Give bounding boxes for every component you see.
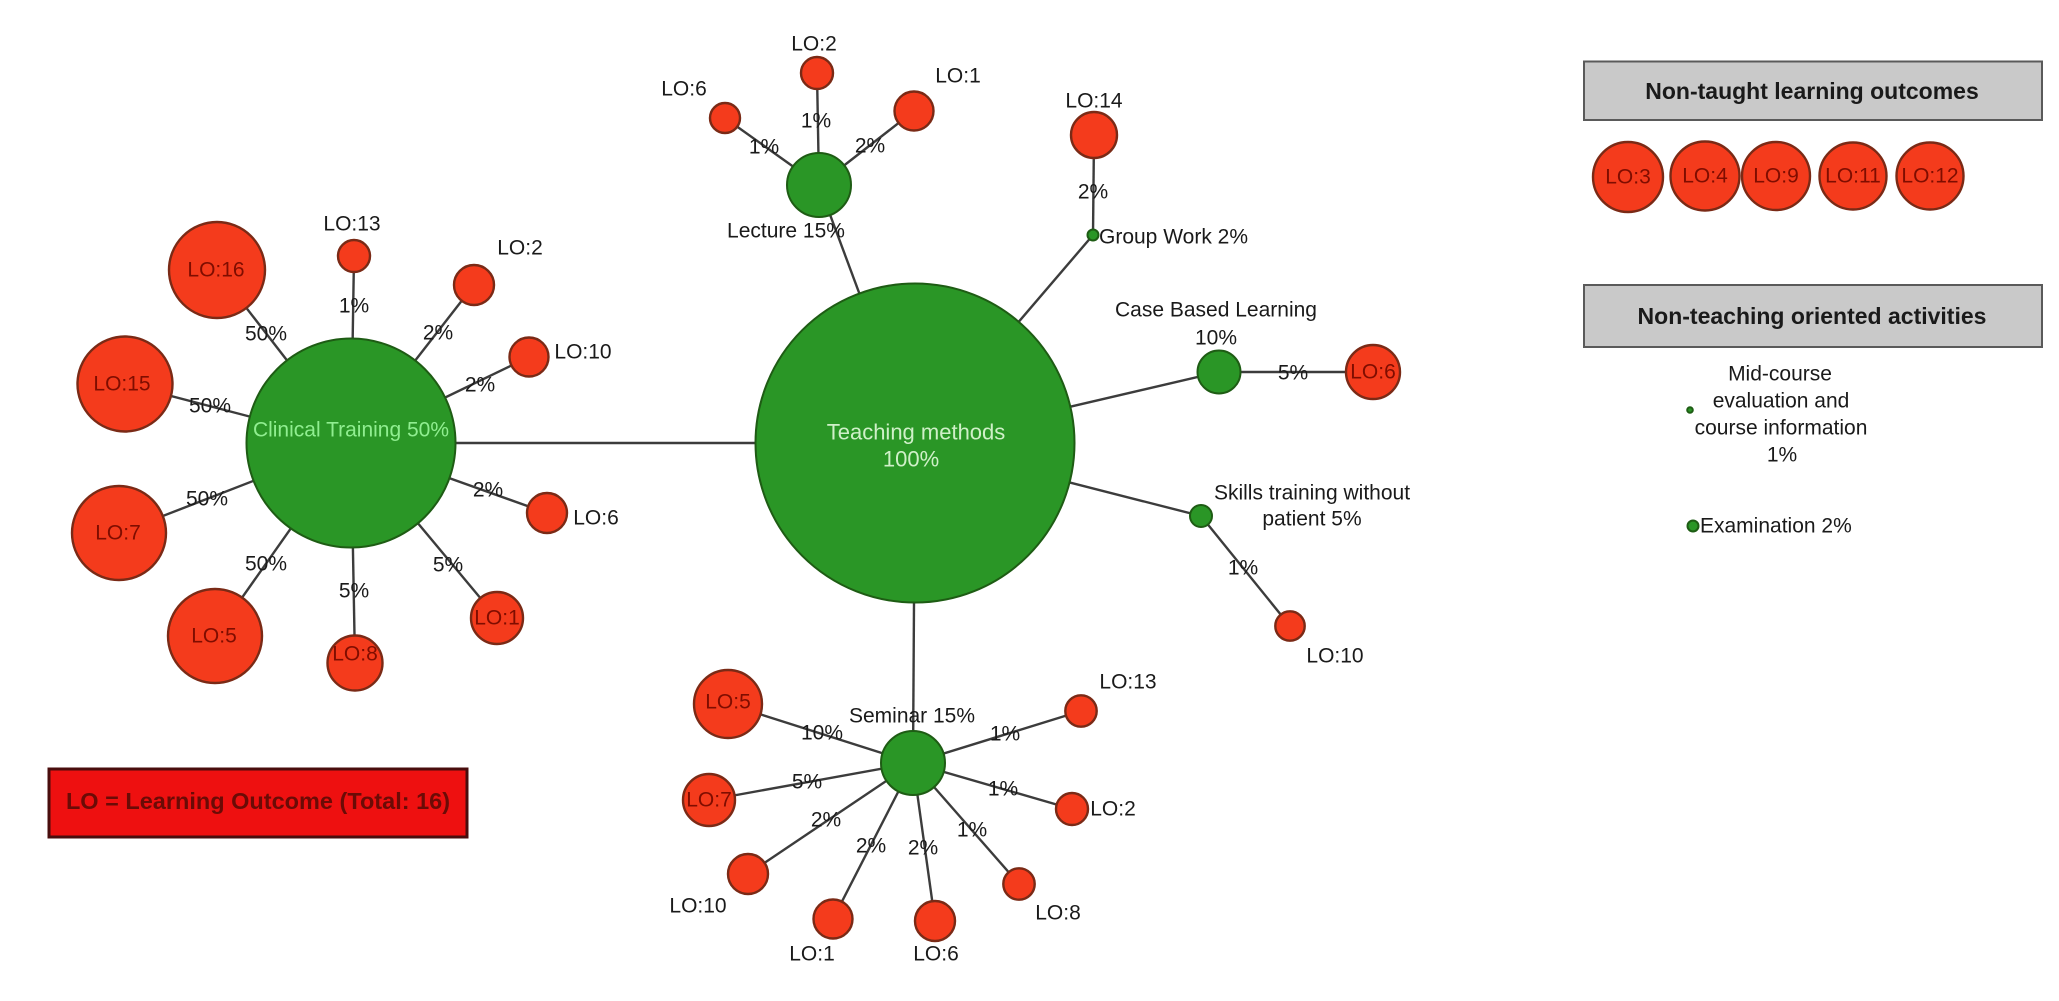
svg-text:2%: 2%: [855, 135, 885, 158]
svg-text:Seminar 15%: Seminar 15%: [849, 705, 975, 728]
svg-text:LO:1: LO:1: [474, 607, 520, 630]
svg-text:5%: 5%: [1278, 362, 1308, 385]
svg-text:LO:10: LO:10: [1306, 645, 1363, 668]
svg-text:LO:5: LO:5: [705, 691, 751, 714]
svg-text:LO:9: LO:9: [1753, 165, 1799, 188]
svg-text:LO:10: LO:10: [554, 341, 611, 364]
svg-text:Teaching methods: Teaching methods: [827, 420, 1006, 445]
svg-text:Case Based Learning: Case Based Learning: [1115, 299, 1317, 322]
svg-text:5%: 5%: [792, 771, 822, 794]
svg-text:1%: 1%: [1228, 557, 1258, 580]
svg-text:2%: 2%: [908, 837, 938, 860]
svg-text:LO:7: LO:7: [686, 789, 732, 812]
svg-text:LO:5: LO:5: [191, 625, 237, 648]
svg-text:Non-taught learning outcomes: Non-taught learning outcomes: [1645, 78, 1979, 104]
svg-text:100%: 100%: [883, 447, 939, 472]
svg-text:1%: 1%: [990, 723, 1020, 746]
svg-text:Mid-course: Mid-course: [1728, 363, 1832, 386]
svg-text:1%: 1%: [1767, 444, 1797, 467]
svg-text:LO:14: LO:14: [1065, 90, 1123, 113]
svg-text:Non-teaching oriented activiti: Non-teaching oriented activities: [1638, 303, 1987, 329]
svg-text:5%: 5%: [433, 554, 463, 577]
svg-text:50%: 50%: [245, 553, 287, 576]
svg-text:LO:3: LO:3: [1605, 166, 1651, 189]
svg-text:LO:8: LO:8: [332, 643, 378, 666]
svg-text:LO = Learning Outcome (Total:: LO = Learning Outcome (Total: 16): [66, 788, 450, 814]
svg-text:LO:8: LO:8: [1035, 902, 1081, 925]
svg-text:10%: 10%: [801, 722, 843, 745]
svg-text:evaluation and: evaluation and: [1713, 390, 1850, 413]
svg-text:2%: 2%: [465, 374, 495, 397]
svg-text:patient 5%: patient 5%: [1262, 508, 1361, 531]
svg-text:5%: 5%: [339, 580, 369, 603]
svg-text:2%: 2%: [811, 809, 841, 832]
svg-text:Skills training without: Skills training without: [1214, 482, 1410, 505]
svg-text:LO:1: LO:1: [935, 65, 981, 88]
svg-text:1%: 1%: [749, 136, 779, 159]
svg-text:LO:2: LO:2: [497, 237, 543, 260]
svg-text:2%: 2%: [1078, 181, 1108, 204]
svg-text:10%: 10%: [1195, 327, 1237, 350]
svg-text:LO:2: LO:2: [791, 33, 837, 56]
svg-text:Clinical Training 50%: Clinical Training 50%: [253, 419, 449, 442]
svg-text:LO:10: LO:10: [669, 895, 726, 918]
svg-text:1%: 1%: [801, 110, 831, 133]
svg-text:50%: 50%: [186, 488, 228, 511]
svg-text:LO:4: LO:4: [1682, 165, 1728, 188]
svg-text:Examination 2%: Examination 2%: [1700, 515, 1852, 538]
svg-text:Lecture 15%: Lecture 15%: [727, 220, 845, 243]
svg-text:LO:6: LO:6: [913, 943, 959, 966]
svg-text:LO:7: LO:7: [95, 522, 141, 545]
svg-text:50%: 50%: [189, 395, 231, 418]
svg-text:LO:12: LO:12: [1901, 165, 1958, 188]
svg-text:LO:2: LO:2: [1090, 798, 1136, 821]
svg-text:LO:11: LO:11: [1825, 165, 1881, 188]
svg-text:2%: 2%: [423, 322, 453, 345]
svg-text:course information: course information: [1695, 417, 1868, 440]
svg-text:2%: 2%: [473, 479, 503, 502]
svg-text:LO:6: LO:6: [573, 507, 619, 530]
svg-text:50%: 50%: [245, 323, 287, 346]
svg-text:1%: 1%: [339, 295, 369, 318]
svg-text:LO:15: LO:15: [93, 373, 150, 396]
svg-text:1%: 1%: [988, 778, 1018, 801]
svg-text:Group Work 2%: Group Work 2%: [1099, 226, 1248, 249]
svg-text:LO:13: LO:13: [323, 213, 380, 236]
svg-text:LO:6: LO:6: [1350, 361, 1396, 384]
svg-text:LO:6: LO:6: [661, 78, 707, 101]
svg-text:LO:1: LO:1: [789, 943, 835, 966]
svg-text:2%: 2%: [856, 835, 886, 858]
svg-text:LO:13: LO:13: [1099, 671, 1156, 694]
svg-text:LO:16: LO:16: [187, 259, 244, 282]
svg-text:1%: 1%: [957, 819, 987, 842]
